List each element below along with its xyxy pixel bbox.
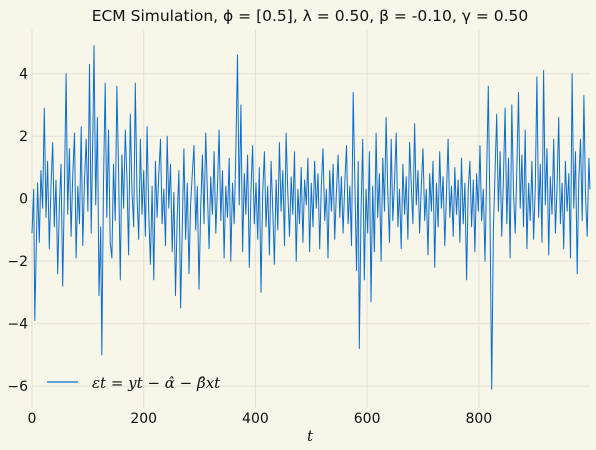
y-tick-label: −6	[7, 379, 28, 395]
y-tick-label: 4	[19, 67, 28, 83]
tick-labels: −6 −4 −2 0 2 4 0 200 400 600 800	[7, 67, 492, 427]
y-tick-label: −2	[7, 254, 28, 270]
x-tick-label: 600	[354, 411, 381, 427]
x-tick-label: 0	[28, 411, 37, 427]
y-tick-label: 0	[19, 192, 28, 208]
legend: εt = yt − α̂ − β̂xt	[47, 374, 221, 392]
y-tick-label: −4	[7, 317, 28, 333]
x-tick-label: 800	[465, 411, 492, 427]
chart-title: ECM Simulation, ϕ = [0.5], λ = 0.50, β =…	[92, 7, 529, 25]
series-group	[31, 45, 591, 390]
x-axis-label: t	[307, 427, 314, 445]
series-line-0	[31, 45, 591, 390]
x-tick-label: 400	[242, 411, 269, 427]
x-tick-label: 200	[130, 411, 157, 427]
y-tick-label: 2	[19, 129, 28, 145]
legend-label: εt = yt − α̂ − β̂xt	[92, 374, 221, 392]
